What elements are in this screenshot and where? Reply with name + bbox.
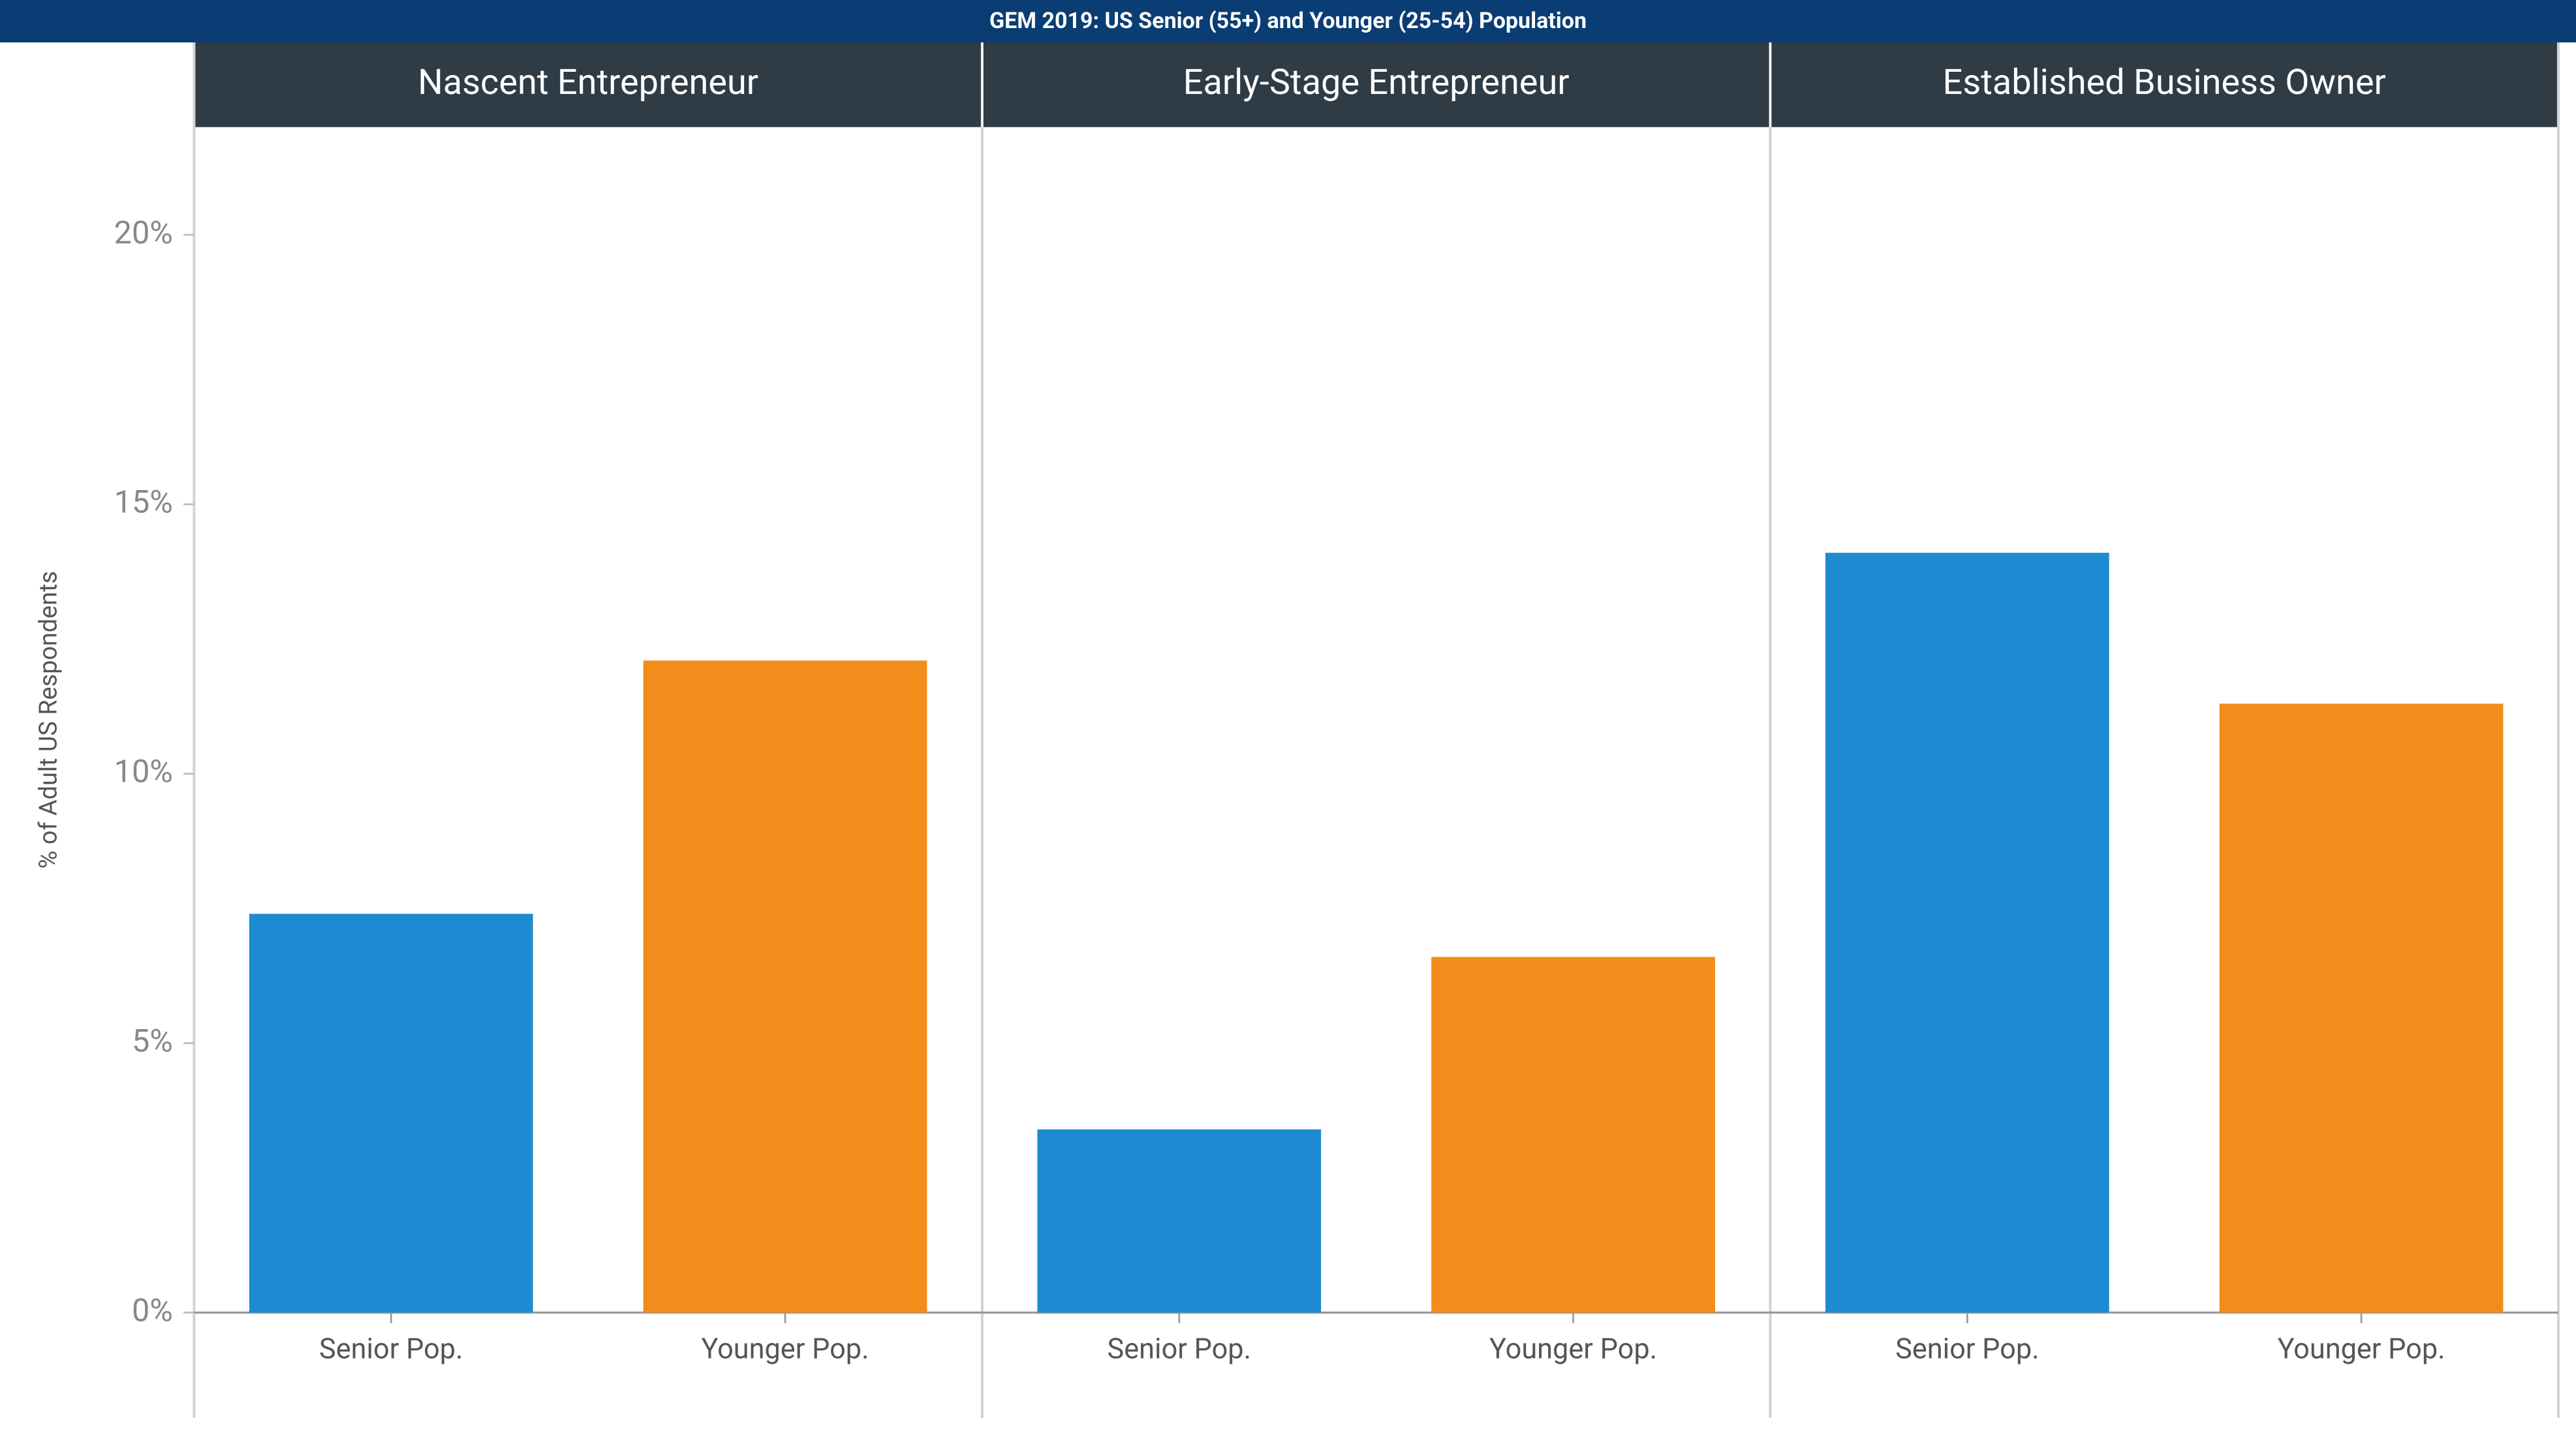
panel-header-label: Early-Stage Entrepreneur: [1183, 62, 1570, 103]
plot-background: [194, 42, 2558, 1312]
chart-title-bar: GEM 2019: US Senior (55+) and Younger (2…: [0, 0, 2576, 42]
bar: [644, 660, 927, 1312]
y-tick-label: 0%: [132, 1291, 173, 1329]
bar: [2220, 703, 2504, 1312]
chart-container: Nascent Entrepreneur Early-Stage Entrepre…: [0, 42, 2576, 1419]
panel-header-label: Established Business Owner: [1943, 62, 2386, 103]
x-tick-label: Senior Pop.: [1895, 1332, 2039, 1366]
x-tick-label: Younger Pop.: [1489, 1332, 1657, 1366]
x-tick-label: Younger Pop.: [702, 1332, 869, 1366]
x-tick-label: Senior Pop.: [319, 1332, 463, 1366]
y-tick-label: 5%: [132, 1022, 173, 1059]
bar: [1037, 1129, 1321, 1312]
bar: [1825, 553, 2109, 1312]
y-axis-title: % of Adult US Respondents: [35, 571, 63, 869]
bar: [249, 914, 533, 1312]
y-tick-label: 20%: [114, 214, 173, 251]
bar-chart: Nascent Entrepreneur Early-Stage Entrepre…: [0, 42, 2576, 1419]
y-tick-label: 10%: [114, 752, 173, 790]
y-tick-label: 15%: [114, 483, 173, 520]
bar: [1431, 957, 1715, 1312]
chart-title: GEM 2019: US Senior (55+) and Younger (2…: [13, 8, 2563, 35]
x-tick-label: Younger Pop.: [2278, 1332, 2445, 1366]
x-tick-label: Senior Pop.: [1108, 1332, 1251, 1366]
panel-header-label: Nascent Entrepreneur: [418, 62, 758, 103]
